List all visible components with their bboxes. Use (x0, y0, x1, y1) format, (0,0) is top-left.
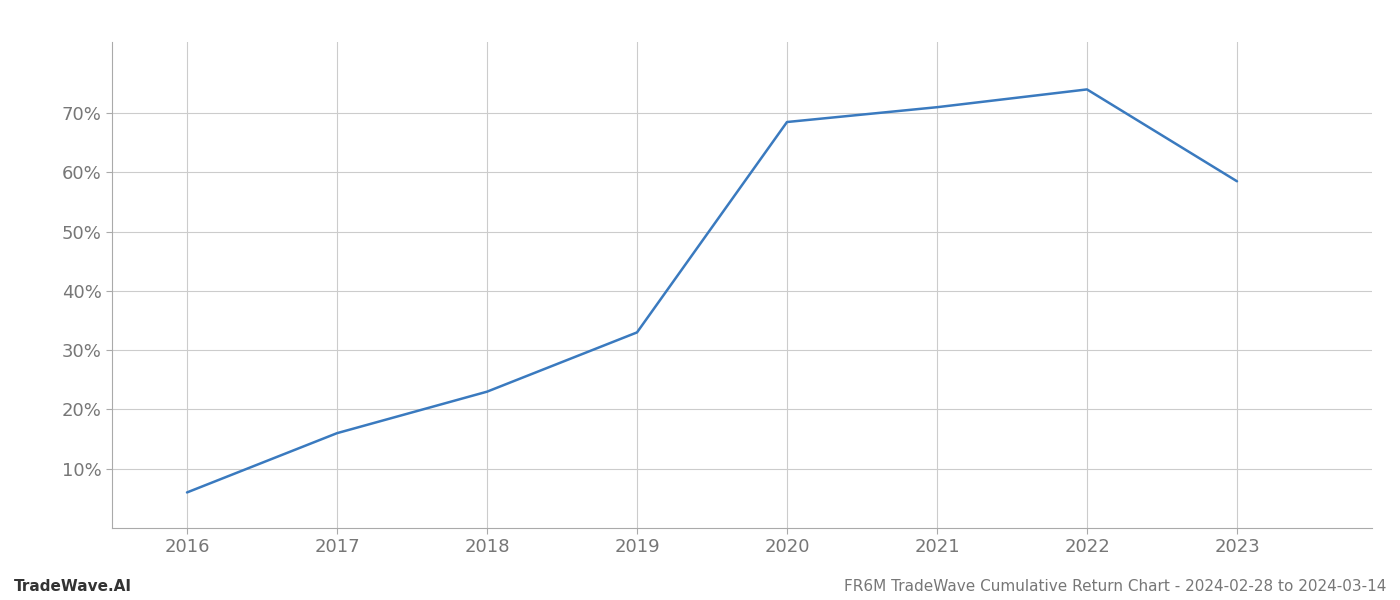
Text: FR6M TradeWave Cumulative Return Chart - 2024-02-28 to 2024-03-14: FR6M TradeWave Cumulative Return Chart -… (844, 579, 1386, 594)
Text: TradeWave.AI: TradeWave.AI (14, 579, 132, 594)
